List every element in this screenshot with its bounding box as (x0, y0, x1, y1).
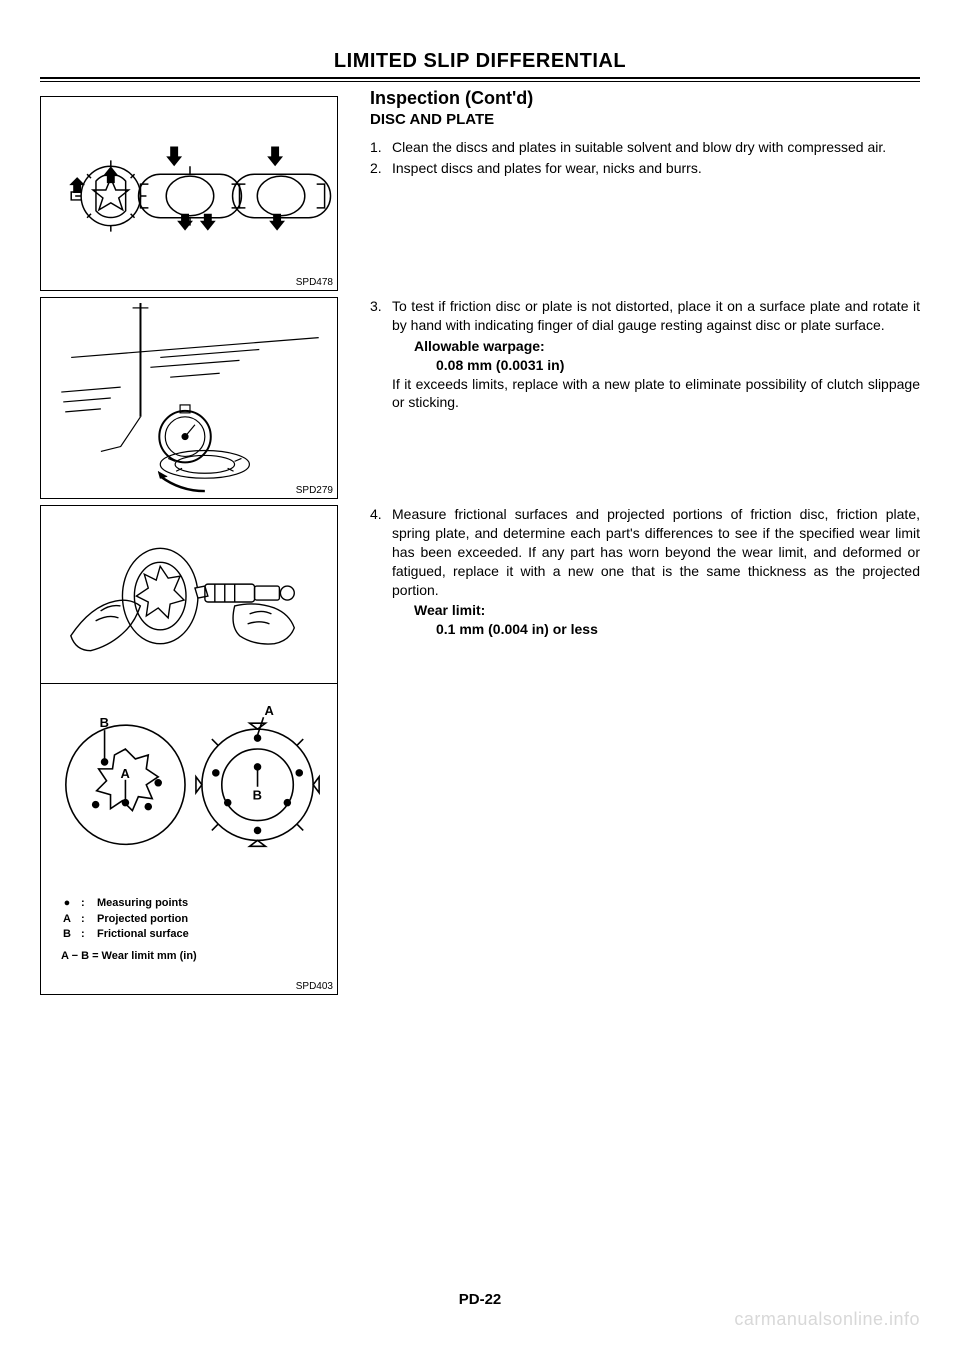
svg-text:A: A (264, 703, 273, 718)
figure-label-3: SPD403 (296, 981, 333, 992)
legend-colon-2: : (81, 912, 89, 927)
legend-colon-3: : (81, 927, 89, 942)
text-block-1: 1. Clean the discs and plates in suitabl… (370, 96, 920, 180)
step-3-spec-value: 0.08 mm (0.0031 in) (436, 356, 920, 375)
content-row-1: SPD478 1. Clean the discs and plates in … (40, 96, 920, 291)
figure-spd279: SPD279 (40, 297, 338, 499)
figure-label-1: SPD478 (296, 277, 333, 288)
legend-b-text: Frictional surface (97, 927, 189, 942)
svg-text:A: A (120, 766, 129, 781)
content-row-2: SPD279 3. To test if friction disc or pl… (40, 297, 920, 499)
divider-thick (40, 77, 920, 79)
figure-label-2: SPD279 (296, 485, 333, 496)
step-3-continuation: If it exceeds limits, replace with a new… (392, 375, 920, 413)
step-3-num: 3. (370, 297, 392, 335)
watermark: carmanualsonline.info (734, 1309, 920, 1330)
step-2: 2. Inspect discs and plates for wear, ni… (370, 159, 920, 178)
step-2-text: Inspect discs and plates for wear, nicks… (392, 159, 920, 178)
step-1: 1. Clean the discs and plates in suitabl… (370, 138, 920, 157)
figure-spd279-drawing (41, 298, 337, 498)
svg-text:B: B (253, 788, 262, 803)
legend-b-sym: B (61, 927, 73, 942)
divider-thin (40, 81, 920, 82)
figure-3-legend: ● : Measuring points A : Projected porti… (61, 896, 197, 964)
page-number: PD-22 (0, 1291, 960, 1308)
legend-row-a: A : Projected portion (61, 912, 197, 927)
step-3-text: To test if friction disc or plate is not… (392, 297, 920, 335)
step-1-text: Clean the discs and plates in suitable s… (392, 138, 920, 157)
legend-dot-text: Measuring points (97, 896, 188, 911)
legend-colon-1: : (81, 896, 89, 911)
legend-dot-icon: ● (61, 896, 73, 911)
figure-spd403: B A A B (40, 505, 338, 995)
step-4-spec-label: Wear limit: (414, 601, 920, 620)
svg-text:B: B (100, 715, 109, 730)
page-header-title: LIMITED SLIP DIFFERENTIAL (40, 50, 920, 77)
legend-formula: A − B = Wear limit mm (in) (61, 949, 197, 964)
step-2-num: 2. (370, 159, 392, 178)
step-4-text: Measure frictional surfaces and projecte… (392, 505, 920, 599)
legend-row-dot: ● : Measuring points (61, 896, 197, 911)
step-1-num: 1. (370, 138, 392, 157)
step-3: 3. To test if friction disc or plate is … (370, 297, 920, 335)
legend-a-text: Projected portion (97, 912, 188, 927)
legend-a-sym: A (61, 912, 73, 927)
content-row-3: B A A B (40, 505, 920, 995)
step-3-spec-label: Allowable warpage: (414, 337, 920, 356)
text-block-2: 3. To test if friction disc or plate is … (370, 297, 920, 412)
figure-spd478-drawing (41, 97, 337, 290)
text-block-3: 4. Measure frictional surfaces and proje… (370, 505, 920, 639)
figure-spd478: SPD478 (40, 96, 338, 291)
step-4-num: 4. (370, 505, 392, 599)
step-4-spec-value: 0.1 mm (0.004 in) or less (436, 620, 920, 639)
legend-row-b: B : Frictional surface (61, 927, 197, 942)
step-4: 4. Measure frictional surfaces and proje… (370, 505, 920, 599)
